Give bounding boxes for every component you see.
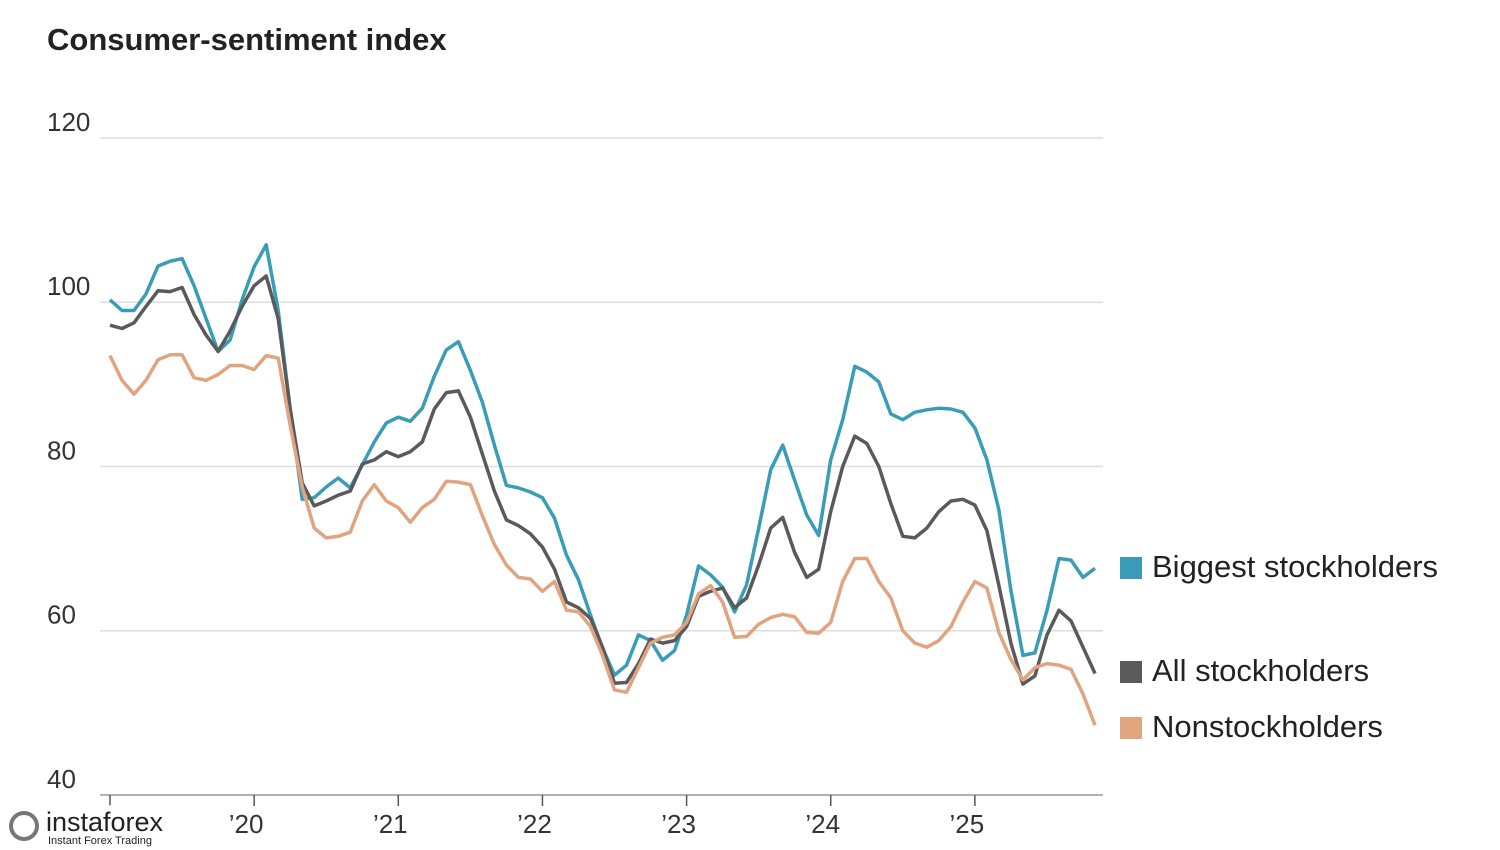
x-tick-label: ’21 — [373, 809, 408, 839]
x-tick-label: ’25 — [950, 809, 985, 839]
y-tick-label: 40 — [47, 764, 76, 794]
watermark: instaforex Instant Forex Trading — [0, 805, 180, 850]
x-tick-label: ’23 — [661, 809, 696, 839]
x-tick-label: ’20 — [229, 809, 264, 839]
series-line — [109, 274, 1097, 686]
y-tick-label: 100 — [47, 271, 90, 301]
x-tick-label: ’22 — [517, 809, 552, 839]
legend-swatch — [1120, 717, 1142, 739]
series-line — [108, 243, 1097, 677]
legend-label: Biggest stockholders — [1152, 549, 1438, 584]
y-tick-label: 120 — [47, 107, 90, 137]
legend-label: All stockholders — [1152, 653, 1369, 688]
legend-swatch — [1120, 557, 1142, 579]
y-tick-label: 80 — [47, 435, 76, 465]
watermark-logo — [9, 811, 39, 841]
y-tick-label: 60 — [47, 600, 76, 630]
chart-title: Consumer-sentiment index — [47, 22, 447, 57]
grid — [100, 137, 1103, 632]
legend: Biggest stockholders All stockholders Nons… — [1120, 549, 1438, 744]
series-line — [108, 353, 1097, 726]
x-tick-label: ’24 — [805, 809, 840, 839]
legend-swatch — [1120, 661, 1142, 683]
legend-label: Nonstockholders — [1152, 709, 1383, 744]
watermark-subtext: Instant Forex Trading — [48, 835, 152, 847]
watermark-text: instaforex — [46, 807, 164, 837]
